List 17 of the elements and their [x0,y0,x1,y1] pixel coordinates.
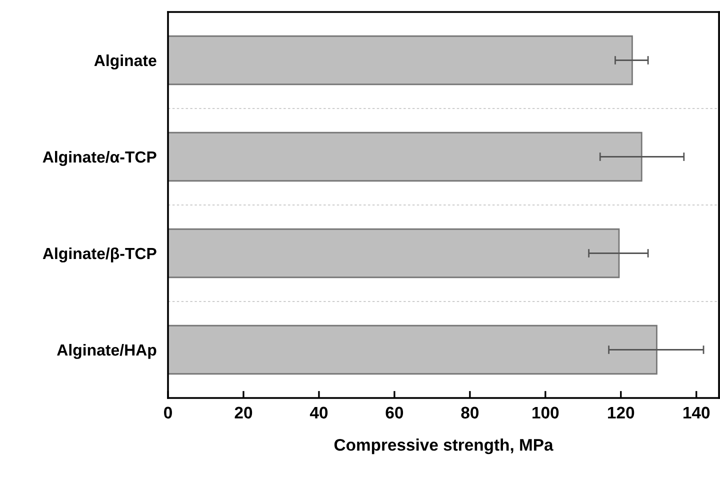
x-tick-label: 20 [234,406,252,419]
x-tick-label: 100 [532,406,559,419]
x-tick-label: 80 [461,406,479,419]
x-tick-label: 60 [386,406,404,419]
bar [168,35,633,86]
x-tick-label: 120 [608,406,634,419]
y-tick-label: Alginate/HAp [57,344,156,359]
x-axis-title: Compressive strength, MPa [334,438,554,454]
y-tick-label: Alginate/β-TCP [42,247,156,262]
bar [168,132,642,182]
x-tick-label: 140 [684,406,710,419]
y-tick-label: Alginate [94,54,156,70]
x-tick-label: 40 [310,406,328,419]
bar [168,228,620,278]
x-tick-label: 0 [164,406,172,419]
bar [168,324,658,375]
y-tick-label: Alginate/α-TCP [42,150,156,166]
